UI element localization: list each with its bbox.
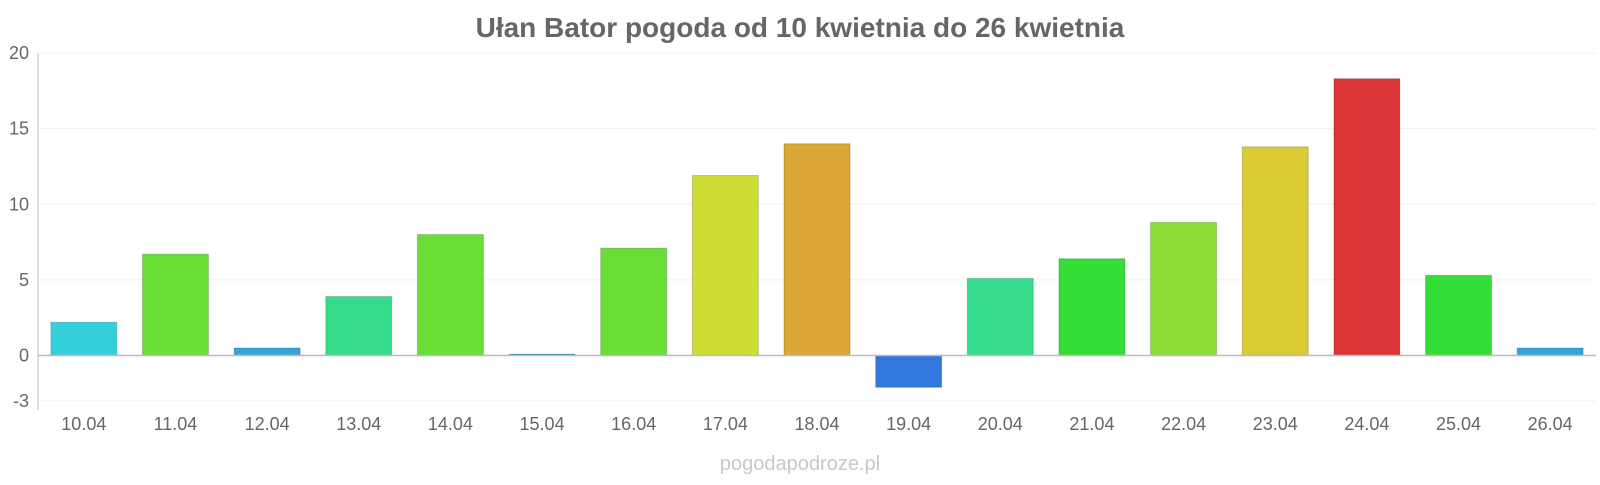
bar-13.04 [325,296,393,357]
y-tick-label: 5 [19,270,29,290]
bars [50,78,1584,388]
bar-10.04 [50,321,118,357]
bar-25.04 [1425,274,1493,357]
x-tick-labels: 10.04 11.04 12.04 13.04 14.04 15.04 16.04 17.04… [61,414,1572,434]
x-tick-label: 16.04 [611,414,656,434]
bar-24.04 [1333,78,1401,357]
bar-11.04 [141,253,209,357]
bar-14.04 [416,234,484,357]
y-tick-label: 20 [9,43,29,63]
y-tick-label: 0 [19,346,29,366]
y-tick-label: -3 [13,391,29,411]
source-credit: pogodapodroze.pl [720,453,880,475]
y-tick-labels: 20 15 10 5 0 -3 [9,43,29,411]
bar-20.04 [966,277,1034,357]
x-tick-label: 19.04 [886,414,931,434]
bar-23.04 [1241,146,1309,357]
bar-26.04 [1516,347,1584,357]
x-tick-label: 24.04 [1344,414,1389,434]
bar-16.04 [600,247,668,357]
bar-21.04 [1058,258,1126,357]
x-tick-label: 22.04 [1161,414,1206,434]
bar-22.04 [1150,221,1218,357]
x-tick-label: 26.04 [1528,414,1573,434]
bar-18.04 [783,143,851,357]
x-tick-label: 17.04 [703,414,748,434]
axes [37,53,1596,410]
x-tick-label: 11.04 [154,414,198,434]
bar-12.04 [233,347,301,357]
x-tick-label: 23.04 [1253,414,1298,434]
bar-17.04 [691,175,759,357]
y-tick-label: 10 [9,194,29,214]
x-tick-label: 12.04 [245,414,290,434]
x-tick-label: 13.04 [336,414,381,434]
y-tick-label: 15 [9,119,29,139]
x-tick-label: 20.04 [978,414,1023,434]
chart-title: Ułan Bator pogoda od 10 kwietnia do 26 k… [476,12,1125,43]
bar-19.04 [875,355,943,388]
x-tick-label: 18.04 [794,414,839,434]
x-tick-label: 25.04 [1436,414,1481,434]
x-tick-label: 14.04 [428,414,473,434]
x-tick-label: 10.04 [61,414,106,434]
x-tick-label: 21.04 [1069,414,1114,434]
x-tick-label: 15.04 [520,414,565,434]
